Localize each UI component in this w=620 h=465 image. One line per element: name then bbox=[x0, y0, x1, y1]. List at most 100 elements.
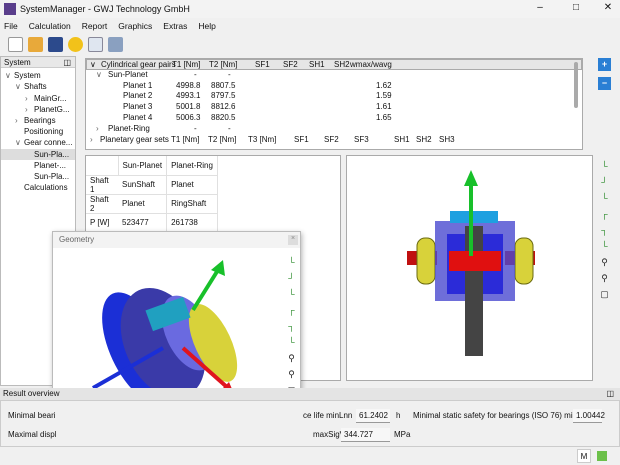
report-icon[interactable] bbox=[88, 36, 103, 52]
static-safety-field[interactable]: 1.00442 bbox=[573, 409, 605, 423]
view-bottom-icon[interactable]: ┌ bbox=[601, 209, 608, 219]
menu-file[interactable]: File bbox=[4, 21, 18, 31]
system-panel-header: System ◫ bbox=[1, 57, 75, 69]
calculate-icon[interactable] bbox=[68, 36, 83, 52]
property-value[interactable]: Planet bbox=[166, 175, 218, 195]
view-bottom-icon[interactable]: ┌ bbox=[288, 305, 295, 315]
view-back-icon[interactable]: ┘ bbox=[288, 273, 295, 283]
grid-row[interactable]: Planet 2 4993.1 8797.5 1.59 bbox=[86, 91, 582, 102]
print-icon[interactable] bbox=[108, 36, 123, 52]
maximize-button[interactable]: □ bbox=[572, 2, 580, 13]
menu-bar: File Calculation Report Graphics Extras Help bbox=[0, 18, 620, 34]
expander-icon[interactable]: › bbox=[15, 115, 18, 125]
property-label: Shaft 1 bbox=[86, 175, 118, 195]
tree-item[interactable]: Calculations bbox=[1, 182, 75, 193]
expander-icon[interactable]: › bbox=[90, 134, 93, 144]
property-value[interactable]: Planet bbox=[118, 194, 168, 214]
save-icon[interactable] bbox=[48, 36, 63, 52]
property-value[interactable]: 261738 bbox=[166, 213, 218, 233]
tree-item[interactable]: › PlanetG... bbox=[1, 104, 75, 115]
maxsigv-field[interactable]: 344.727 bbox=[341, 428, 390, 442]
property-value[interactable]: RingShaft bbox=[166, 194, 218, 214]
tree-item[interactable]: › Bearings bbox=[1, 115, 75, 126]
close-button[interactable]: ✕ bbox=[603, 2, 613, 13]
grid-row[interactable]: Planet 1 4998.8 8807.5 1.62 bbox=[86, 81, 582, 92]
tree-item[interactable]: ∨ Shafts bbox=[1, 81, 75, 92]
service-life-field[interactable]: 61.2402 bbox=[356, 409, 390, 423]
status-bar: M bbox=[0, 447, 620, 465]
view-top-icon[interactable]: └ bbox=[601, 193, 608, 203]
view-right-icon[interactable]: └ bbox=[288, 337, 295, 347]
t1-value: - bbox=[194, 69, 197, 79]
view-left-icon[interactable]: ┐ bbox=[601, 225, 608, 235]
zoom-in-icon[interactable]: ⚲ bbox=[601, 257, 608, 267]
zoom-fit-icon[interactable]: ▢ bbox=[600, 289, 609, 299]
max-displacement-label: Maximal displ bbox=[8, 430, 57, 439]
view-front-icon[interactable]: └ bbox=[601, 161, 608, 171]
properties-row: P [W] 523477 261738 bbox=[86, 213, 218, 233]
mode-button[interactable]: M bbox=[577, 449, 591, 463]
tree-item[interactable]: Planet-... bbox=[1, 160, 75, 171]
menu-calculation[interactable]: Calculation bbox=[28, 21, 71, 31]
menu-report[interactable]: Report bbox=[81, 21, 108, 31]
menu-extras[interactable]: Extras bbox=[163, 21, 188, 31]
properties-row: Shaft 1 SunShaft Planet bbox=[86, 175, 218, 195]
expander-icon[interactable]: ∨ bbox=[15, 138, 21, 148]
column-header: T1 [Nm] bbox=[172, 60, 201, 69]
grid-header-planetary[interactable]: › Planetary gear sets T1 [Nm] T2 [Nm] T3 [Nm… bbox=[86, 135, 582, 146]
expander-icon[interactable]: › bbox=[96, 123, 99, 133]
new-file-icon[interactable] bbox=[8, 36, 23, 52]
view-back-icon[interactable]: ┘ bbox=[601, 177, 608, 187]
zoom-minus-button[interactable]: − bbox=[598, 77, 611, 90]
expander-icon[interactable]: ∨ bbox=[15, 82, 21, 92]
tree-item-label: Sun-Pla... bbox=[34, 149, 70, 159]
tree-item[interactable]: Sun-Pla... bbox=[1, 171, 75, 182]
service-life-label: ce life minLnn bbox=[303, 411, 353, 420]
column-header: wmax/wavg bbox=[350, 60, 392, 69]
result-overview-panel: Minimal beari ce life minLnn 61.2402 h M… bbox=[0, 400, 620, 447]
zoom-plus-button[interactable]: + bbox=[598, 58, 611, 71]
tree-item-label: Planet-... bbox=[34, 160, 67, 170]
grid-row[interactable]: › Planet-Ring - - bbox=[86, 124, 582, 135]
geometry-3d-view[interactable] bbox=[53, 248, 281, 438]
tree-item[interactable]: ∨ Gear conne... bbox=[1, 137, 75, 148]
expander-icon[interactable]: ∨ bbox=[90, 60, 96, 69]
property-value[interactable]: SunShaft bbox=[118, 175, 168, 195]
expander-icon[interactable]: ∨ bbox=[5, 71, 11, 81]
column-header: SF2 bbox=[283, 60, 298, 69]
expander-icon[interactable]: › bbox=[25, 104, 28, 114]
tree-item[interactable]: › MainGr... bbox=[1, 93, 75, 104]
menu-help[interactable]: Help bbox=[198, 21, 216, 31]
zoom-out-icon[interactable]: ⚲ bbox=[288, 369, 295, 379]
zoom-out-icon[interactable]: ⚲ bbox=[601, 273, 608, 283]
tree-item[interactable]: Positioning bbox=[1, 126, 75, 137]
grid-scrollbar[interactable] bbox=[574, 62, 578, 108]
t2-value: - bbox=[228, 123, 231, 133]
zoom-in-icon[interactable]: ⚲ bbox=[288, 353, 295, 363]
tree-item[interactable]: Sun-Pla... bbox=[1, 148, 75, 160]
close-geometry-button[interactable]: × bbox=[288, 235, 298, 245]
expander-icon[interactable]: › bbox=[25, 93, 28, 103]
grid-row[interactable]: Planet 3 5001.8 8812.6 1.61 bbox=[86, 102, 582, 113]
view-left-icon[interactable]: ┐ bbox=[288, 321, 295, 331]
properties-row: Shaft 2 Planet RingShaft bbox=[86, 194, 218, 214]
property-value[interactable]: 523477 bbox=[118, 213, 168, 233]
view-top-icon[interactable]: └ bbox=[288, 289, 295, 299]
view-right-icon[interactable]: └ bbox=[601, 241, 608, 251]
expander-icon[interactable]: ∨ bbox=[96, 69, 102, 79]
column-header bbox=[86, 156, 119, 176]
grid-row[interactable]: Planet 4 5006.3 8820.5 1.65 bbox=[86, 113, 582, 124]
grid-header-cylindrical[interactable]: ∨ Cylindrical gear pairs T1 [Nm] T2 [Nm] SF1… bbox=[86, 59, 582, 70]
minimize-button[interactable]: – bbox=[537, 2, 543, 13]
grid-row[interactable]: ∨ Sun-Planet - - bbox=[86, 70, 582, 81]
t1-value: 4993.1 bbox=[176, 91, 201, 101]
menu-graphics[interactable]: Graphics bbox=[118, 21, 153, 31]
3d-view-front[interactable] bbox=[346, 155, 593, 381]
view-front-icon[interactable]: └ bbox=[288, 257, 295, 267]
float-panel-icon[interactable]: ◫ bbox=[63, 58, 71, 67]
t1-value: 5001.8 bbox=[176, 102, 201, 112]
float-panel-icon[interactable]: ◫ bbox=[606, 389, 614, 398]
open-folder-icon[interactable] bbox=[28, 36, 43, 52]
tree-item[interactable]: ∨ System bbox=[1, 70, 75, 81]
column-header: T3 [Nm] bbox=[248, 134, 277, 144]
